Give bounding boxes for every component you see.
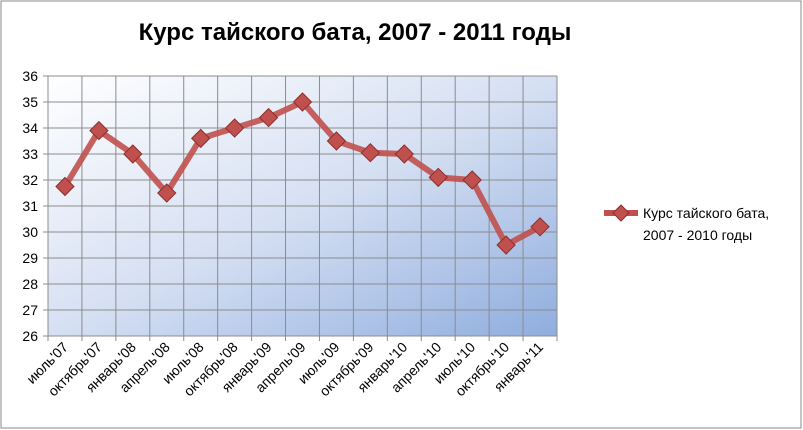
y-tick-label: 29 bbox=[22, 250, 38, 266]
y-tick-label: 35 bbox=[22, 94, 38, 110]
legend-marker bbox=[612, 204, 630, 222]
data-point bbox=[394, 144, 415, 164]
data-point bbox=[123, 144, 143, 164]
data-point bbox=[462, 170, 482, 190]
data-point bbox=[530, 217, 550, 237]
data-point bbox=[360, 142, 381, 163]
legend-label: Курс тайского бата, 2007 - 2010 годы bbox=[643, 205, 770, 243]
data-point bbox=[89, 120, 109, 141]
y-tick-label: 33 bbox=[22, 146, 38, 162]
data-point bbox=[190, 128, 211, 149]
data-point bbox=[157, 183, 177, 203]
data-point bbox=[292, 92, 313, 112]
data-point bbox=[224, 118, 245, 138]
data-point bbox=[496, 235, 516, 255]
y-tick-label: 27 bbox=[22, 302, 38, 318]
data-point bbox=[258, 107, 279, 128]
y-tick-label: 36 bbox=[22, 68, 38, 84]
y-tick-label: 31 bbox=[22, 198, 38, 214]
y-tick-label: 34 bbox=[22, 120, 38, 136]
data-point bbox=[326, 131, 347, 151]
chart-title: Курс тайского бата, 2007 - 2011 годы bbox=[139, 19, 572, 46]
y-tick-label: 26 bbox=[22, 328, 38, 344]
data-point bbox=[55, 176, 75, 197]
data-point bbox=[428, 167, 448, 188]
y-tick-label: 30 bbox=[22, 224, 38, 240]
y-tick-label: 28 bbox=[22, 276, 38, 292]
y-tick-label: 32 bbox=[22, 172, 38, 188]
